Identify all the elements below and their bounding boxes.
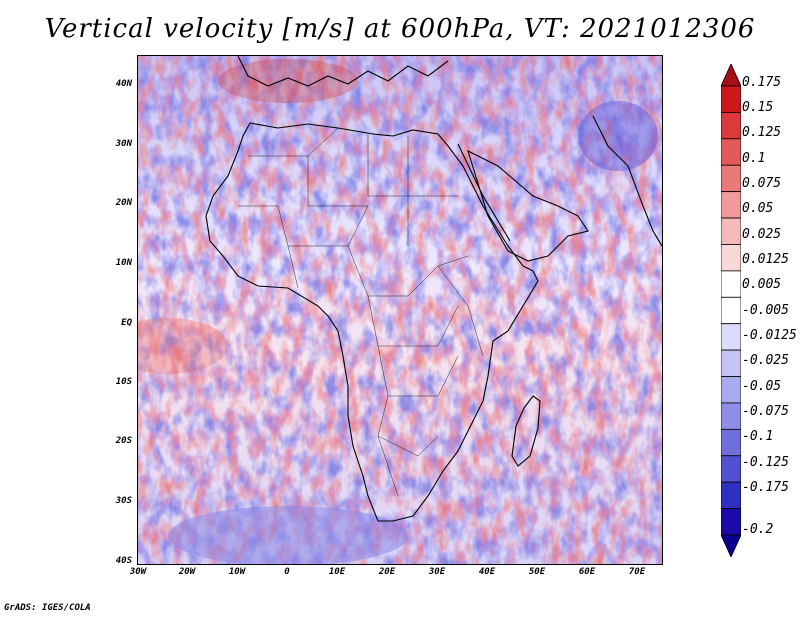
y-tick-label: 40N [115, 79, 132, 89]
colorbar-label: -0.0125 [742, 328, 797, 343]
colorbar-segment [721, 481, 741, 509]
colorbar-label: 0.025 [742, 227, 782, 242]
colorbar-segment [721, 534, 741, 557]
colorbar-label: 0.0125 [742, 252, 789, 267]
field-noise [138, 56, 662, 564]
coastlines [205, 56, 662, 522]
colorbar-segment [721, 64, 741, 87]
colorbar-segment [721, 191, 741, 219]
europe-coastline [237, 56, 449, 87]
colorbar-label: -0.1 [742, 429, 774, 444]
colorbar-segment [721, 164, 741, 193]
descent-region-asia [578, 101, 658, 171]
y-tick-label: EQ [121, 318, 132, 328]
colorbar-segment [721, 323, 741, 351]
y-tick-label: 30S [115, 496, 132, 506]
x-tick-label: 60E [578, 567, 596, 577]
x-tick-label: 20W [178, 567, 196, 577]
map-title: Vertical velocity [m/s] at 600hPa, VT: 2… [44, 14, 756, 44]
colorbar-segment [721, 508, 741, 536]
y-tick-label: 40S [115, 556, 132, 566]
x-tick-label: 0 [284, 567, 290, 577]
y-tick-label: 20S [115, 436, 132, 446]
x-tick-label: 40E [478, 567, 496, 577]
colorbar-segment [721, 270, 741, 298]
x-tick-label: 20E [378, 567, 396, 577]
india-coastline [592, 115, 662, 247]
y-tick-label: 10S [115, 377, 132, 387]
colorbar-segment [721, 112, 741, 140]
colorbar-segment [721, 217, 741, 245]
y-tick-label: 10N [115, 258, 132, 268]
y-tick-label: 20N [115, 198, 132, 208]
colorbar-segment [721, 455, 741, 483]
colorbar-label: 0.175 [742, 75, 782, 90]
colorbar-label: 0.075 [742, 176, 782, 191]
velocity-field-map [138, 56, 662, 564]
colorbar-label: 0.05 [742, 201, 774, 216]
colorbar-label: 0.15 [742, 100, 774, 115]
colorbar-label: -0.005 [742, 303, 789, 318]
colorbar-segment [721, 85, 741, 113]
colorbar-segment [721, 138, 741, 166]
colorbar-segment [721, 428, 741, 457]
x-tick-label: 70E [628, 567, 646, 577]
colorbar-label: 0.125 [742, 125, 782, 140]
colorbar-segment [721, 376, 741, 404]
colorbar-label: 0.1 [742, 151, 766, 166]
colorbar-segment [721, 402, 741, 430]
x-tick-label: 30W [129, 567, 147, 577]
country-borders [238, 127, 484, 497]
colorbar-label: -0.025 [742, 353, 789, 368]
descent-region-south [168, 506, 408, 564]
x-tick-label: 10W [228, 567, 246, 577]
colorbar-label: 0.005 [742, 277, 782, 292]
x-tick-label: 50E [528, 567, 546, 577]
colorbar-label: -0.2 [742, 522, 774, 537]
colorbar-segment [721, 296, 741, 325]
grads-credit: GrADS: IGES/COLA [4, 603, 91, 613]
arabian-peninsula-coastline [467, 149, 589, 262]
colorbar [721, 64, 741, 557]
ascent-region-mediterranean [218, 59, 358, 103]
colorbar-segment [721, 349, 741, 377]
y-tick-label: 30N [115, 139, 132, 149]
map-plot-area [137, 55, 663, 565]
colorbar-label: -0.125 [742, 455, 789, 470]
red-sea-line [457, 143, 511, 242]
ascent-region-atlantic [138, 318, 228, 374]
colorbar-label: -0.175 [742, 480, 789, 495]
colorbar-label: -0.05 [742, 379, 782, 394]
africa-coastline [205, 122, 539, 522]
x-tick-label: 30E [428, 567, 446, 577]
colorbar-segment [721, 244, 741, 272]
x-tick-label: 10E [328, 567, 346, 577]
colorbar-label: -0.075 [742, 404, 789, 419]
madagascar-coastline [511, 395, 541, 467]
